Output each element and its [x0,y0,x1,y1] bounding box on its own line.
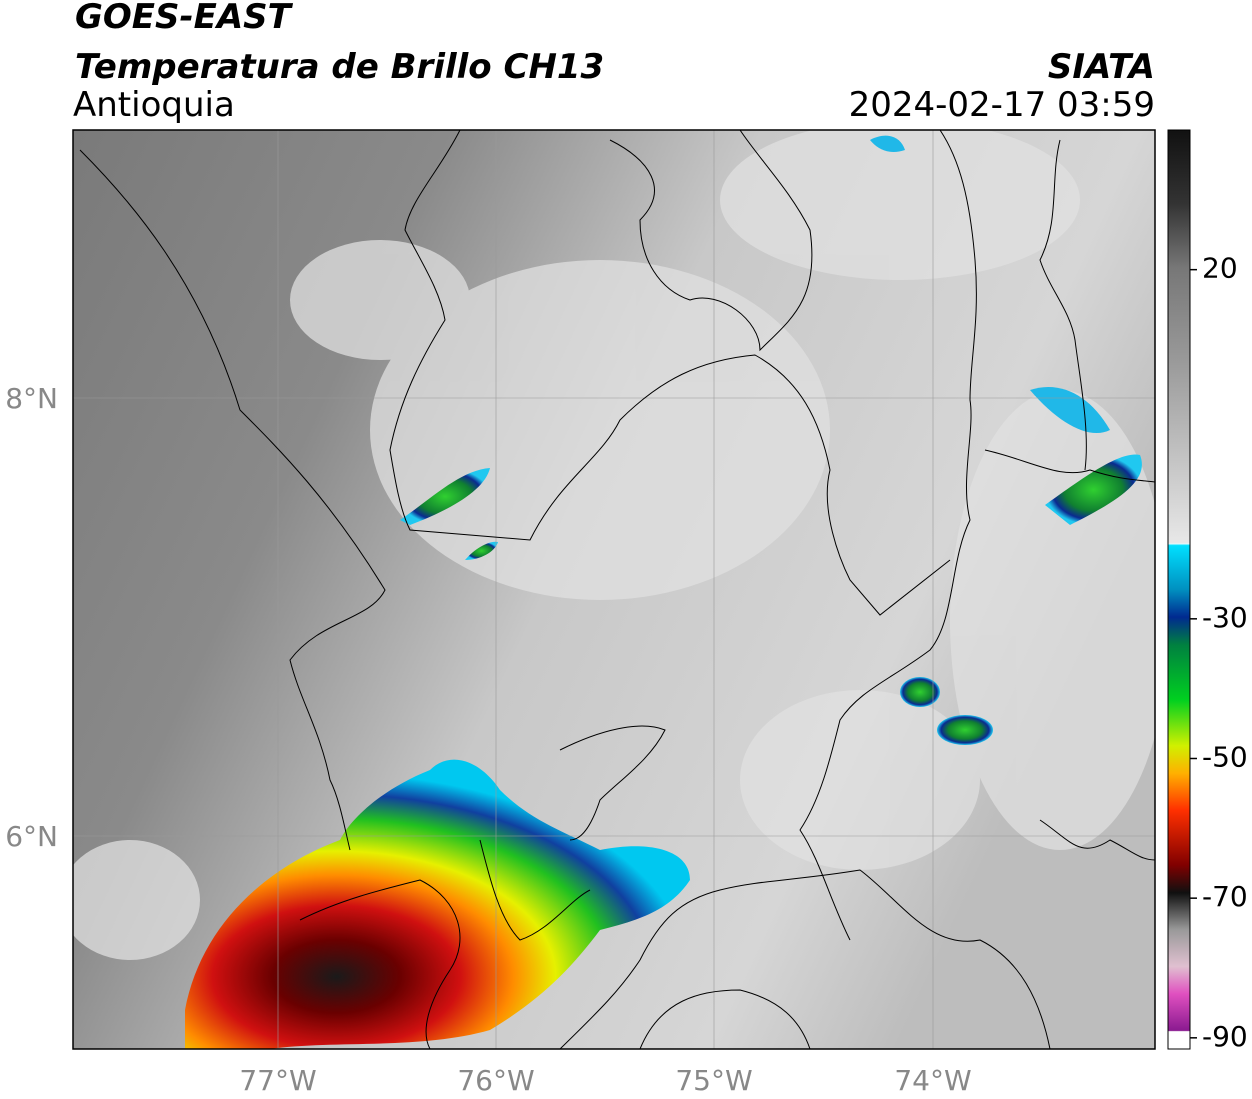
colorbar [1167,129,1191,1050]
colorbar-tick-label: -70 [1202,880,1248,913]
title: GOES-EAST [75,0,294,37]
lon-label: 76°W [457,1064,534,1097]
lon-label: 75°W [675,1064,752,1097]
subtitle: Temperatura de Brillo CH13 [75,47,604,87]
colorbar-tick-label: -50 [1202,740,1248,773]
colorbar-tick-label: 20 [1202,252,1238,285]
colorbar-tick-label: -90 [1202,1020,1248,1053]
lon-label: 74°W [894,1064,971,1097]
colorbar-tick-label: -30 [1202,601,1248,634]
map-frame [72,129,1156,1050]
datetime: 2024-02-17 03:59 [849,85,1155,125]
region: Antioquia [73,85,235,125]
lon-label: 77°W [239,1064,316,1097]
lat-label: 8°N [5,382,58,415]
map [73,130,1155,1049]
lat-label: 6°N [5,820,58,853]
source: SIATA [1048,47,1155,87]
